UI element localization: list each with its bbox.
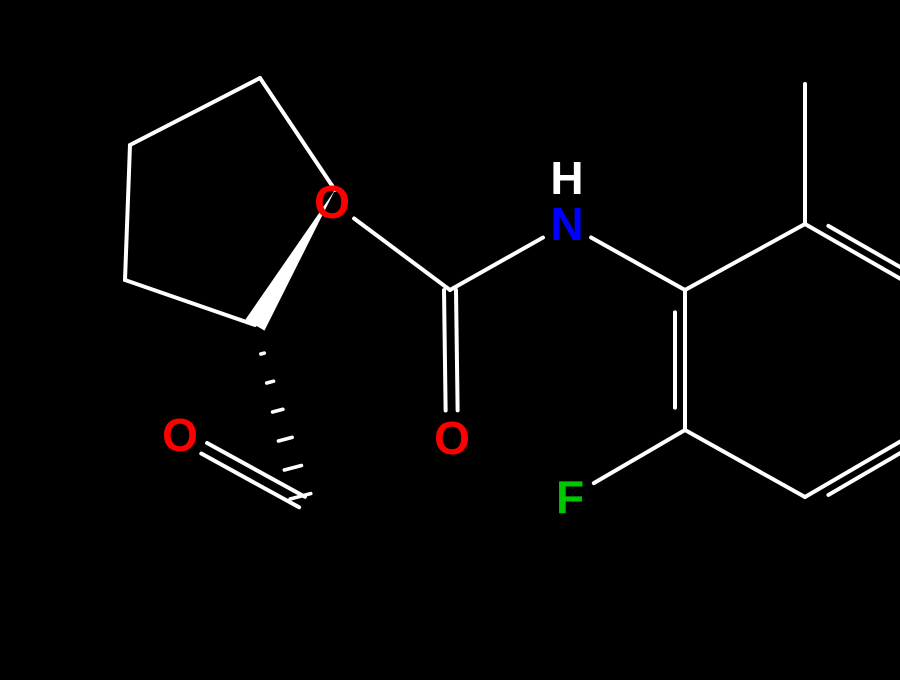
hash-bond [273, 409, 283, 412]
hash-bond [278, 437, 292, 441]
bond [591, 237, 685, 290]
bond [125, 280, 255, 325]
bond [685, 224, 805, 290]
bond [130, 78, 260, 145]
hash-bond [261, 353, 264, 354]
hash-bond [284, 465, 301, 470]
molecule-diagram: O O O NH F [0, 0, 900, 680]
bond [125, 145, 130, 280]
bond [828, 449, 900, 495]
bond [456, 290, 458, 410]
atom-H: H [550, 152, 583, 204]
bond [594, 430, 685, 483]
bond [685, 430, 805, 497]
atom-O: O [434, 412, 470, 464]
bond [828, 226, 900, 271]
bond [444, 290, 446, 410]
bond [260, 78, 335, 190]
atom-O: O [162, 409, 198, 461]
hash-bond [267, 381, 274, 383]
atom-N: N [550, 198, 583, 250]
atom-O: O [314, 176, 350, 228]
atom-F: F [556, 471, 584, 523]
bond [354, 218, 450, 290]
bond [201, 454, 299, 508]
bond [450, 238, 543, 290]
